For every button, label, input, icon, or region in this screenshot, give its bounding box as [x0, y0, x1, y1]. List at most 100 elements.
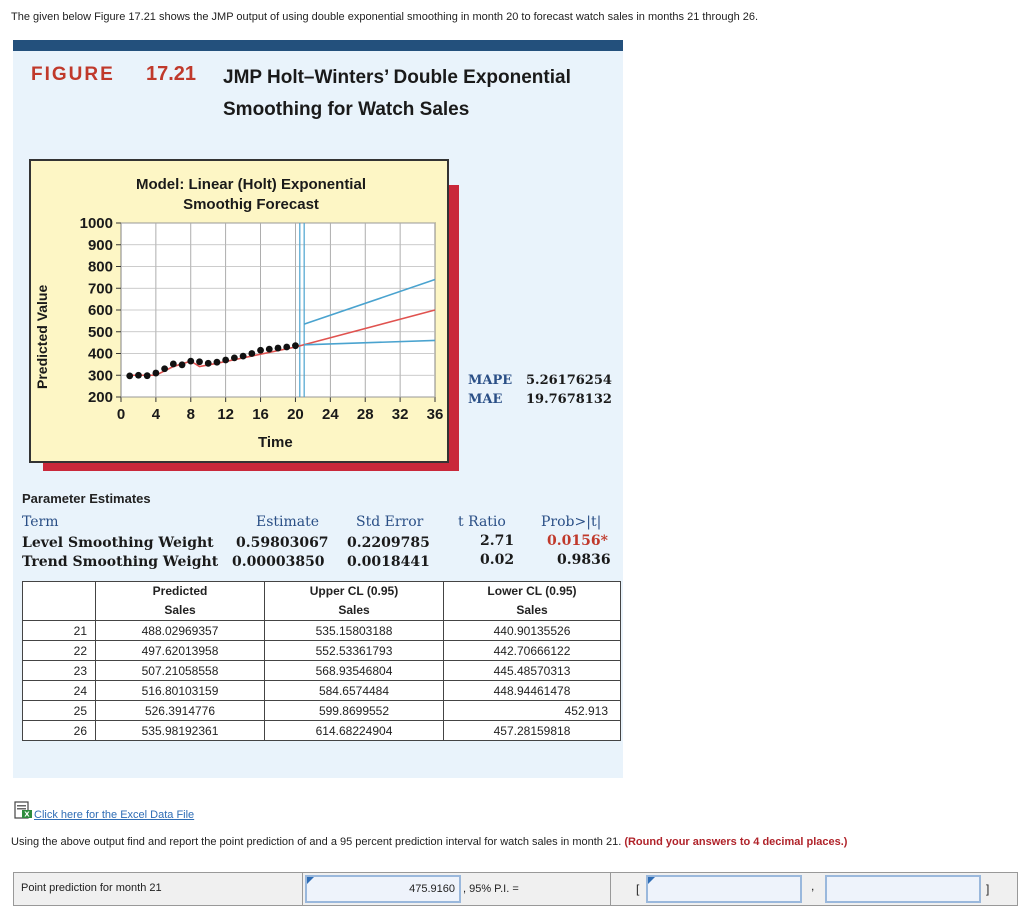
x-tick-label: 24 [322, 406, 339, 423]
pe-row1-t-ratio: 2.71 [480, 533, 515, 549]
pe-row1-term: Level Smoothing Weight [22, 535, 214, 551]
x-tick-label: 0 [117, 406, 125, 423]
excel-file-icon[interactable]: X [13, 801, 33, 819]
x-tick-label: 12 [217, 406, 234, 423]
question-rounding-note: (Round your answers to 4 decimal places.… [624, 836, 848, 848]
pe-row1-prob: 0.0156* [547, 533, 608, 549]
interval-comma: , [811, 879, 815, 893]
pe-row2-prob: 0.9836 [557, 552, 611, 568]
data-point [257, 346, 264, 354]
pe-row2-estimate: 0.00003850 [232, 554, 325, 570]
header-predicted: Predicted Sales [95, 581, 265, 621]
x-tick-label: 28 [357, 406, 374, 423]
y-tick-label: 900 [88, 237, 113, 254]
table-row: 23 507.21058558 568.93546804 445.48570313 [22, 660, 621, 681]
x-tick-label: 4 [152, 406, 161, 423]
chart-title: Model: Linear (Holt) Exponential Smoothi… [131, 175, 371, 215]
x-tick-label: 8 [187, 406, 195, 423]
mae-value: 19.7678132 [526, 392, 612, 407]
series-line-1 [303, 278, 436, 325]
data-point [292, 342, 299, 350]
y-tick-label: 200 [88, 389, 113, 406]
point-prediction-input[interactable]: 475.9160 [305, 875, 461, 903]
data-point [152, 369, 160, 377]
y-tick-label: 600 [88, 302, 113, 319]
figure-title-line2: Smoothing for Watch Sales [223, 99, 470, 120]
pe-row1-std-error: 0.2209785 [347, 535, 430, 551]
intro-text: The given below Figure 17.21 shows the J… [11, 11, 759, 23]
mape-label: MAPE [468, 373, 513, 388]
chart-shadow-right [447, 185, 459, 471]
close-bracket: ] [986, 882, 990, 896]
pe-header-estimate: Estimate [256, 514, 320, 530]
parameter-estimates-title: Parameter Estimates [22, 491, 151, 506]
divider [610, 873, 611, 905]
table-row: 24 516.80103159 584.6574484 448.94461478 [22, 680, 621, 701]
pe-row2-t-ratio: 0.02 [480, 552, 515, 568]
x-tick-label: 20 [287, 406, 304, 423]
data-point [230, 354, 238, 362]
prediction-table-header: Predicted Sales Upper CL (0.95) Sales Lowe… [22, 581, 621, 621]
data-point [187, 357, 195, 365]
figure-top-bar [13, 40, 623, 51]
chart-svg: 0 4 8 12 16 20 24 28 32 36 1000 900 800 700 600 500 400 3… [80, 215, 444, 423]
chart-title-line1: Model: Linear (Holt) Exponential [135, 176, 366, 193]
data-point [248, 350, 256, 357]
x-tick-label: 32 [392, 406, 409, 423]
y-tick-label: 700 [88, 280, 113, 297]
upper-bound-input[interactable] [825, 875, 981, 903]
header-lower-cl: Lower CL (0.95) Sales [443, 581, 621, 621]
y-tick-label: 400 [88, 346, 113, 363]
table-row: 25 526.3914776 599.8699552 452.913 [22, 700, 621, 721]
pe-header-term: Term [22, 514, 59, 530]
answer-row: Point prediction for month 21 475.9160 ,… [13, 872, 1018, 906]
data-point [204, 359, 212, 367]
prediction-table: Predicted Sales Upper CL (0.95) Sales Lowe… [22, 581, 621, 741]
pe-row2-std-error: 0.0018441 [347, 554, 430, 570]
data-point [178, 361, 186, 369]
table-row: 26 535.98192361 614.68224904 457.28159818 [22, 720, 621, 741]
y-tick-label: 800 [88, 259, 113, 276]
table-row: 21 488.02969357 535.15803188 440.90135526 [22, 620, 621, 641]
lower-bound-input[interactable] [646, 875, 802, 903]
svg-text:X: X [24, 811, 30, 819]
data-point [196, 358, 203, 366]
data-point [222, 356, 230, 364]
figure-number: 17.21 [146, 63, 197, 85]
data-point [239, 352, 247, 360]
chart-title-line2: Smoothig Forecast [183, 196, 319, 213]
pe-row1-estimate: 0.59803067 [236, 535, 329, 551]
open-bracket: [ [636, 882, 640, 896]
figure-label: FIGURE [31, 64, 115, 85]
data-point [274, 344, 282, 352]
data-point [169, 360, 177, 368]
chart-shadow-bottom [43, 463, 459, 471]
question-body: Using the above output find and report t… [11, 836, 625, 848]
pe-header-std-error: Std Error [356, 514, 424, 530]
chart-frame: Model: Linear (Holt) Exponential Smoothi… [29, 159, 449, 463]
series-line-2 [304, 339, 436, 346]
data-point [265, 345, 273, 353]
pe-row2-term: Trend Smoothing Weight [22, 554, 219, 570]
data-point [161, 365, 169, 373]
pe-header-t-ratio: t Ratio [458, 514, 506, 530]
data-point [213, 358, 221, 366]
data-point [135, 371, 142, 379]
header-blank [22, 581, 96, 621]
y-tick-label: 500 [88, 324, 113, 341]
data-point [143, 372, 151, 380]
excel-data-file-link[interactable]: Click here for the Excel Data File [34, 809, 195, 821]
figure-title: JMP Holt–Winters’ Double Exponential Smo… [223, 62, 571, 126]
header-upper-cl: Upper CL (0.95) Sales [264, 581, 444, 621]
pi-label: , 95% P.I. = [463, 883, 519, 895]
x-axis-label: Time [258, 434, 293, 451]
x-tick-label: 36 [427, 406, 444, 423]
x-tick-label: 16 [252, 406, 269, 423]
data-point [283, 343, 291, 351]
y-tick-label: 300 [88, 367, 113, 384]
mae-label: MAE [468, 392, 503, 407]
fit-statistics: MAPE 5.26176254 MAE 19.7678132 [468, 371, 612, 409]
y-tick-label: 1000 [80, 215, 113, 232]
y-axis-label: Predicted Value [34, 284, 50, 389]
figure-panel: FIGURE 17.21 JMP Holt–Winters’ Double Ex… [13, 40, 623, 778]
